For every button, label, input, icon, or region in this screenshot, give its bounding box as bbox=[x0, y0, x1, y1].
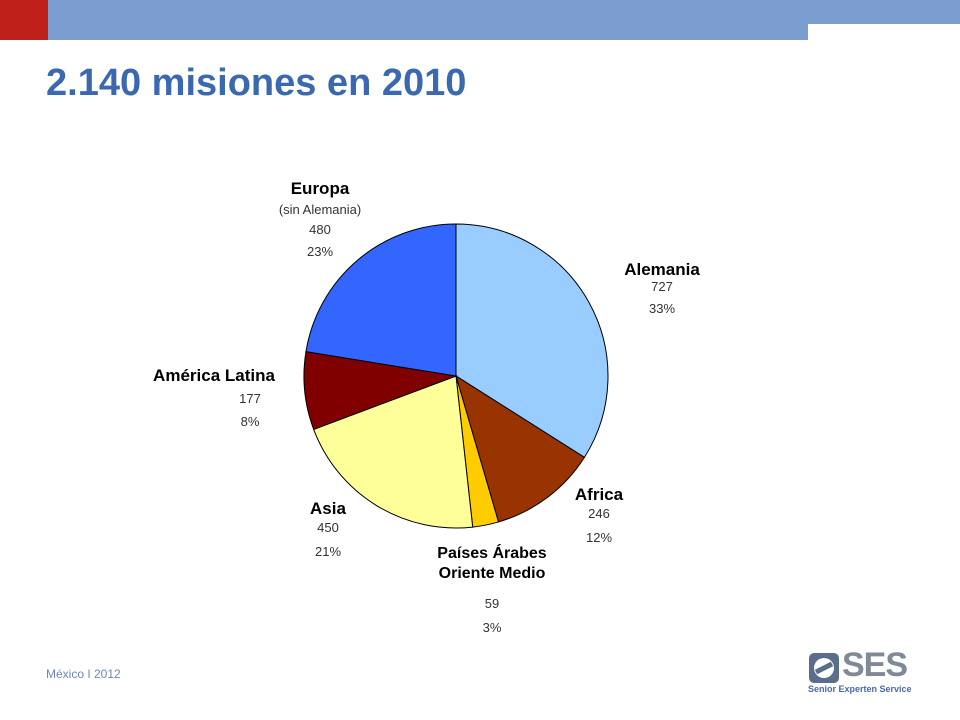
slice-value: 450 bbox=[317, 520, 339, 535]
slice-value: 177 bbox=[239, 391, 261, 406]
pie-slice-alemania bbox=[455, 223, 609, 459]
footer-text: México I 2012 bbox=[46, 667, 121, 681]
slice-percent: 23% bbox=[307, 244, 333, 259]
ses-logo-icon bbox=[809, 653, 839, 683]
slice-value: 480 bbox=[309, 222, 331, 237]
slice-label: Europa bbox=[291, 179, 350, 198]
slice-percent: 8% bbox=[241, 414, 260, 429]
pie-slice-asia bbox=[313, 375, 474, 529]
slide-title: 2.140 misiones en 2010 bbox=[46, 62, 467, 104]
ses-logo-text: SES bbox=[842, 646, 908, 684]
slice-value: 246 bbox=[588, 506, 610, 521]
slice-percent: 21% bbox=[315, 544, 341, 559]
slice-percent: 33% bbox=[649, 301, 675, 316]
ses-logo-subtitle: Senior Experten Service bbox=[808, 684, 912, 694]
slice-label: Africa bbox=[575, 485, 624, 504]
slice-label: Países Árabes bbox=[437, 543, 547, 562]
top-bar-red-block bbox=[0, 0, 48, 40]
slice-percent: 3% bbox=[483, 620, 502, 635]
pie-slice-europa bbox=[305, 223, 457, 377]
top-bar-blue-lower bbox=[48, 24, 808, 40]
slice-percent: 12% bbox=[586, 530, 612, 545]
slice-label: Asia bbox=[310, 499, 346, 518]
slice-value: 59 bbox=[485, 596, 499, 611]
slice-label: Oriente Medio bbox=[439, 565, 546, 582]
slice-value: 727 bbox=[651, 279, 673, 294]
ses-logo: SES Senior Experten Service bbox=[806, 646, 942, 696]
slice-sublabel: (sin Alemania) bbox=[279, 202, 361, 217]
slice-label: Alemania bbox=[624, 260, 700, 279]
top-bar-blue bbox=[48, 0, 960, 24]
slice-label: América Latina bbox=[153, 366, 275, 385]
